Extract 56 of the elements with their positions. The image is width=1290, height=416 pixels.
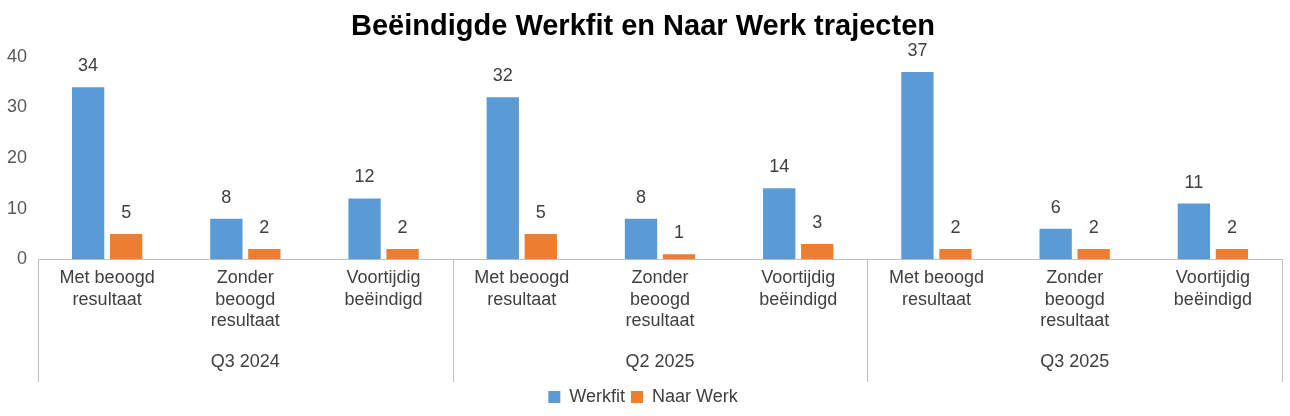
bar: [901, 71, 934, 260]
bar: [524, 233, 557, 260]
bar: [486, 97, 519, 260]
data-label: 8: [636, 186, 647, 207]
x-tick-label: Voortijdig beëindigd: [344, 266, 423, 309]
x-tick-label: Zonder beoogd resultaat: [1040, 266, 1110, 331]
bar: [210, 218, 243, 260]
data-label: 2: [1088, 217, 1099, 238]
data-label: 5: [121, 201, 132, 222]
data-label: 5: [535, 201, 546, 222]
bar: [662, 254, 696, 260]
y-tick-label: 20: [6, 146, 28, 167]
data-label: 11: [1184, 171, 1204, 192]
bar: [624, 218, 658, 260]
bar: [939, 249, 972, 260]
bar: [1177, 203, 1211, 260]
x-tick-label: Zonder beoogd resultaat: [210, 266, 280, 331]
data-label: 32: [492, 65, 513, 86]
chart-title: Beëindigde Werkfit en Naar Werk trajecten: [351, 9, 935, 42]
legend-label: Werkfit: [569, 385, 625, 406]
x-tick-label: Met beoogd resultaat: [888, 266, 984, 309]
x-tick-label: Voortijdig beëindigd: [759, 266, 838, 309]
bar: [348, 198, 381, 260]
bar: [1215, 249, 1249, 260]
data-label: 34: [78, 55, 99, 76]
bar: [248, 249, 281, 260]
bar: [1039, 228, 1072, 260]
legend-label: Naar Werk: [651, 385, 739, 406]
x-tick-label: Zonder beoogd resultaat: [625, 266, 695, 331]
data-label: 8: [221, 186, 232, 207]
data-label: 2: [397, 217, 408, 238]
data-label: 6: [1050, 196, 1061, 217]
x-tick-label: Voortijdig beëindigd: [1173, 266, 1252, 309]
y-tick-label: 10: [6, 197, 28, 218]
bar: [71, 87, 105, 260]
data-label: 12: [354, 166, 375, 187]
bar: [1077, 249, 1110, 260]
y-tick-label: 0: [17, 248, 28, 269]
data-label: 2: [1226, 217, 1237, 238]
bar: [801, 244, 834, 260]
text: Q3 2025: [1040, 350, 1110, 371]
text: Q2 2025: [625, 350, 695, 371]
data-label: 2: [950, 217, 961, 238]
x-tick-label: Met beoogd resultaat: [474, 266, 570, 309]
y-tick-label: 40: [6, 45, 28, 66]
bar: [109, 233, 143, 260]
x-tick-label: Met beoogd resultaat: [59, 266, 155, 309]
data-label: 37: [907, 39, 928, 60]
bar: [386, 249, 419, 260]
data-label: 3: [812, 211, 823, 232]
data-label: 14: [769, 156, 790, 177]
bar: [763, 188, 796, 260]
y-tick-label: 30: [6, 96, 28, 117]
data-label: 2: [259, 217, 270, 238]
data-label: 1: [674, 222, 685, 243]
text: Q3 2024: [210, 350, 280, 371]
